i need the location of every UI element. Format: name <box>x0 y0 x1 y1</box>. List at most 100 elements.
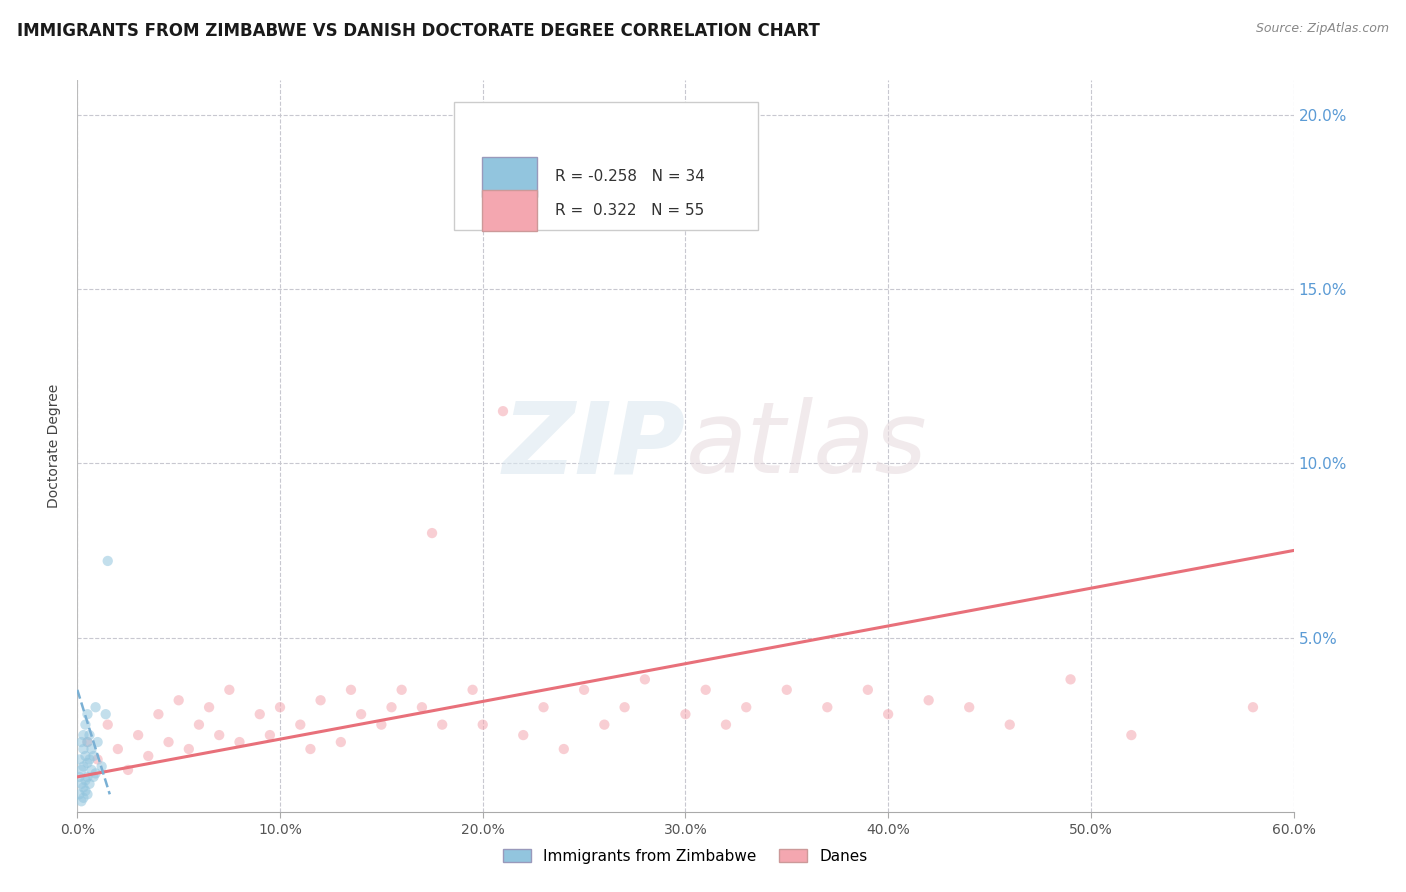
Point <box>72 728 94 742</box>
Point <box>67 752 90 766</box>
Point <box>309 693 332 707</box>
Point <box>391 682 413 697</box>
Point <box>117 763 139 777</box>
Point <box>72 790 94 805</box>
Point <box>735 700 758 714</box>
Text: atlas: atlas <box>686 398 927 494</box>
Point <box>957 700 980 714</box>
Point <box>72 780 94 795</box>
Point <box>83 749 105 764</box>
Bar <box>482 157 537 197</box>
Text: R = -0.258   N = 34: R = -0.258 N = 34 <box>555 169 706 185</box>
Point <box>572 682 595 697</box>
Point <box>776 682 799 697</box>
Point <box>329 735 352 749</box>
Point <box>80 742 103 756</box>
Point <box>177 742 200 756</box>
Point <box>492 404 515 418</box>
Point <box>157 735 180 749</box>
FancyBboxPatch shape <box>454 103 758 230</box>
Point <box>75 784 97 798</box>
Point <box>430 717 453 731</box>
Point <box>67 770 90 784</box>
Point <box>299 742 322 756</box>
Legend: Immigrants from Zimbabwe, Danes: Immigrants from Zimbabwe, Danes <box>498 843 873 870</box>
Point <box>259 728 281 742</box>
Point <box>1241 700 1264 714</box>
Point <box>198 700 221 714</box>
Y-axis label: Doctorate Degree: Doctorate Degree <box>48 384 62 508</box>
Point <box>79 728 101 742</box>
Point <box>714 717 737 731</box>
Point <box>998 717 1021 731</box>
Point <box>76 756 98 770</box>
Point <box>167 693 190 707</box>
Point <box>107 742 129 756</box>
Point <box>918 693 941 707</box>
Point <box>695 682 717 697</box>
Point <box>877 707 900 722</box>
Point <box>553 742 575 756</box>
Point <box>79 752 101 766</box>
Point <box>290 717 312 731</box>
Point <box>420 526 443 541</box>
Point <box>471 717 494 731</box>
Text: IMMIGRANTS FROM ZIMBABWE VS DANISH DOCTORATE DEGREE CORRELATION CHART: IMMIGRANTS FROM ZIMBABWE VS DANISH DOCTO… <box>17 22 820 40</box>
Point <box>218 682 240 697</box>
Point <box>80 763 103 777</box>
Point <box>76 735 98 749</box>
Point <box>1059 673 1081 687</box>
Point <box>94 707 117 722</box>
Point <box>84 700 107 714</box>
Point <box>76 707 98 722</box>
Point <box>72 759 94 773</box>
Bar <box>482 190 537 231</box>
Point <box>675 707 697 722</box>
Point <box>83 770 105 784</box>
Point <box>90 759 112 773</box>
Point <box>97 554 120 568</box>
Point <box>340 682 363 697</box>
Text: ZIP: ZIP <box>502 398 686 494</box>
Point <box>228 735 250 749</box>
Point <box>67 787 90 801</box>
Point <box>634 673 657 687</box>
Point <box>380 700 402 714</box>
Point <box>79 777 101 791</box>
Point <box>75 749 97 764</box>
Point <box>86 752 108 766</box>
Point <box>70 735 93 749</box>
Point <box>70 794 93 808</box>
Point <box>70 777 93 791</box>
Point <box>350 707 373 722</box>
Point <box>188 717 211 731</box>
Point <box>613 700 636 714</box>
Point <box>86 735 108 749</box>
Point <box>249 707 271 722</box>
Text: Source: ZipAtlas.com: Source: ZipAtlas.com <box>1256 22 1389 36</box>
Point <box>70 763 93 777</box>
Point <box>533 700 555 714</box>
Point <box>148 707 170 722</box>
Point <box>208 728 231 742</box>
Point <box>461 682 484 697</box>
Point <box>97 717 120 731</box>
Point <box>856 682 879 697</box>
Point <box>136 749 159 764</box>
Text: R =  0.322   N = 55: R = 0.322 N = 55 <box>555 203 704 218</box>
Point <box>76 770 98 784</box>
Point <box>72 742 94 756</box>
Point <box>75 717 97 731</box>
Point <box>75 773 97 788</box>
Point <box>127 728 149 742</box>
Point <box>815 700 838 714</box>
Point <box>84 766 107 780</box>
Point <box>76 735 98 749</box>
Point <box>1121 728 1143 742</box>
Point <box>269 700 291 714</box>
Point <box>370 717 392 731</box>
Point <box>76 787 98 801</box>
Point <box>593 717 616 731</box>
Point <box>411 700 433 714</box>
Point <box>512 728 534 742</box>
